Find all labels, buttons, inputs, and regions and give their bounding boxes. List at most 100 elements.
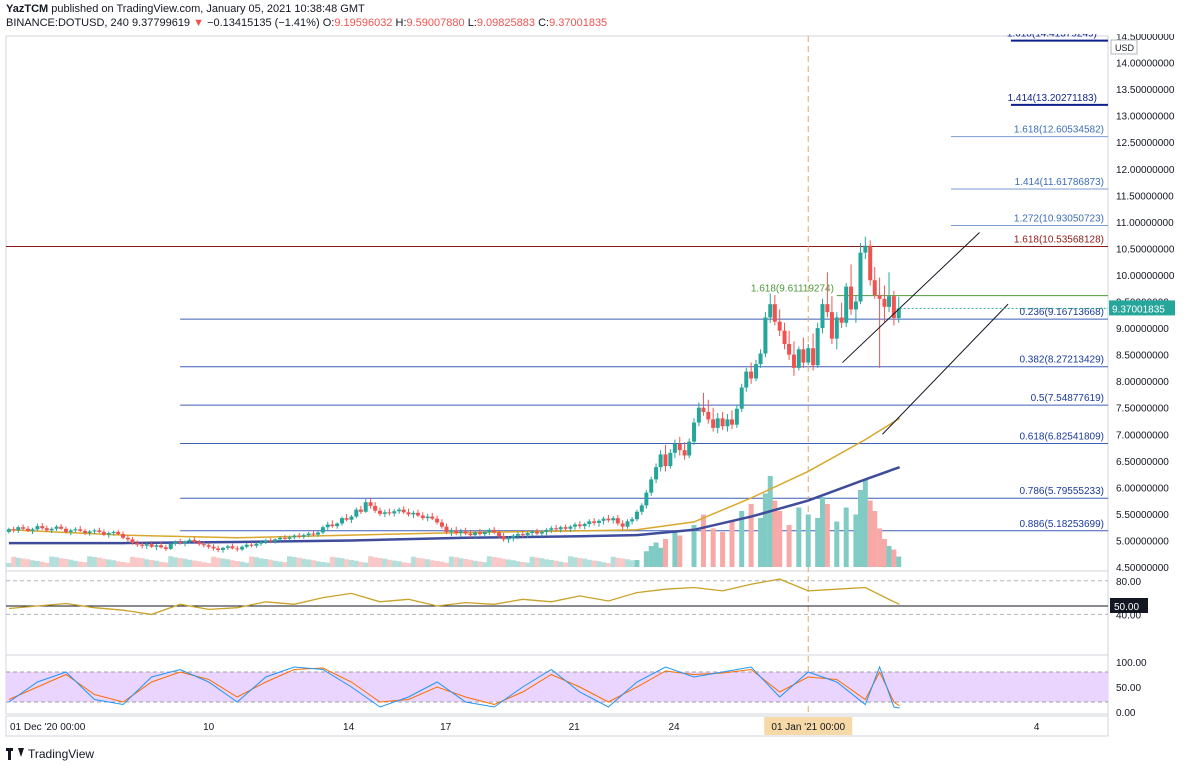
volume-bar	[396, 561, 402, 567]
volume-bar	[153, 560, 159, 567]
candle-body	[682, 450, 687, 456]
volume-bar	[39, 561, 45, 567]
volume-bar	[391, 560, 397, 567]
volume-bar	[767, 476, 773, 567]
volume-bar	[92, 557, 98, 567]
candle-body	[839, 317, 844, 323]
candle-body	[116, 531, 121, 535]
volume-bar	[577, 558, 583, 567]
stoch-tick-label: 100.00	[1116, 658, 1147, 669]
candle-body	[896, 308, 901, 318]
candle-body	[853, 301, 858, 310]
volume-bar	[87, 556, 93, 567]
publish-line: YazTCM published on TradingView.com, Jan…	[6, 3, 365, 15]
y-tick-label: 9.00000000	[1116, 324, 1169, 335]
candle-body	[806, 348, 811, 363]
candle-body	[173, 542, 178, 544]
sma-blue-line	[8, 466, 901, 545]
volume-bar	[720, 532, 726, 567]
fib-level-label: 1.618(10.53568128)	[1014, 235, 1104, 246]
volume-bar	[6, 563, 12, 567]
candle-body	[330, 524, 335, 527]
y-tick-label: 6.00000000	[1116, 483, 1169, 494]
symbol-label[interactable]: BINANCE:DOTUSD, 240	[6, 17, 129, 29]
candle-body	[135, 543, 140, 545]
volume-bar	[268, 559, 274, 567]
candle-body	[863, 245, 868, 253]
candle-body	[168, 543, 173, 549]
volume-bar	[244, 562, 250, 567]
candle-body	[782, 330, 787, 344]
volume-bar	[234, 561, 240, 567]
volume-bar	[187, 559, 193, 567]
candle-body	[87, 531, 92, 534]
volume-bar	[643, 551, 649, 567]
volume-bar	[658, 547, 664, 567]
candle-body	[268, 540, 273, 542]
tradingview-label: TradingView	[28, 747, 95, 761]
x-axis-highlight	[764, 717, 853, 735]
candle-body	[734, 408, 739, 425]
candle-body	[121, 534, 126, 538]
candle-body	[811, 348, 816, 366]
candle-body	[273, 539, 278, 542]
candle-body	[492, 529, 497, 533]
low-value: 9.09825883	[476, 17, 535, 29]
candle-body	[21, 527, 26, 529]
volume-bar	[206, 563, 212, 567]
candle-body	[572, 524, 577, 527]
volume-bar	[63, 559, 69, 567]
candle-body	[454, 530, 459, 534]
volume-bar	[867, 500, 873, 567]
volume-bar	[177, 558, 183, 567]
candle-body	[672, 443, 677, 453]
volume-bar	[310, 560, 316, 567]
tradingview-brand[interactable]: TradingView	[6, 745, 94, 763]
candle-body	[244, 544, 249, 547]
x-tick-label: 24	[668, 722, 680, 733]
current-price-tag	[1109, 300, 1175, 316]
volume-bar	[401, 562, 407, 567]
candle-body	[83, 530, 88, 534]
candle-body	[649, 479, 654, 493]
volume-bar	[815, 518, 821, 567]
candle-body	[111, 531, 116, 534]
fib-level-label: 0.236(9.16713668)	[1019, 307, 1104, 318]
candle-body	[382, 512, 387, 514]
volume-bar	[272, 560, 278, 567]
candle-body	[140, 544, 145, 546]
candle-body	[377, 510, 382, 514]
y-tick-label: 11.50000000	[1116, 191, 1174, 202]
y-tick-label: 5.00000000	[1116, 536, 1169, 547]
volume-bar	[824, 504, 830, 567]
candle-body	[468, 533, 473, 536]
candle-body	[163, 547, 168, 549]
candle-body	[340, 518, 345, 524]
volume-bar	[196, 561, 202, 567]
volume-bar	[315, 561, 321, 567]
fib-level-label: 0.382(8.27213429)	[1019, 355, 1104, 366]
volume-bar	[20, 558, 26, 567]
candle-body	[525, 533, 530, 536]
author-name[interactable]: YazTCM	[6, 3, 49, 15]
y-unit-label: USD	[1115, 43, 1135, 53]
y-tick-label: 12.00000000	[1116, 165, 1175, 176]
candle-body	[592, 521, 597, 523]
volume-bar	[710, 528, 716, 567]
y-tick-label: 10.00000000	[1116, 271, 1175, 282]
candle-body	[249, 544, 254, 546]
volume-bar	[772, 500, 778, 567]
volume-bar	[439, 561, 445, 567]
volume-bar	[386, 559, 392, 567]
y-tick-label: 11.00000000	[1116, 218, 1174, 229]
volume-bar	[82, 562, 88, 567]
candle-body	[644, 492, 649, 506]
channel-lower-line	[882, 303, 1009, 435]
candle-body	[882, 298, 887, 307]
candle-body	[749, 371, 754, 379]
volume-bar	[486, 556, 492, 567]
x-axis	[5, 715, 1109, 737]
candle-body	[582, 523, 587, 527]
candle-body	[872, 280, 877, 296]
